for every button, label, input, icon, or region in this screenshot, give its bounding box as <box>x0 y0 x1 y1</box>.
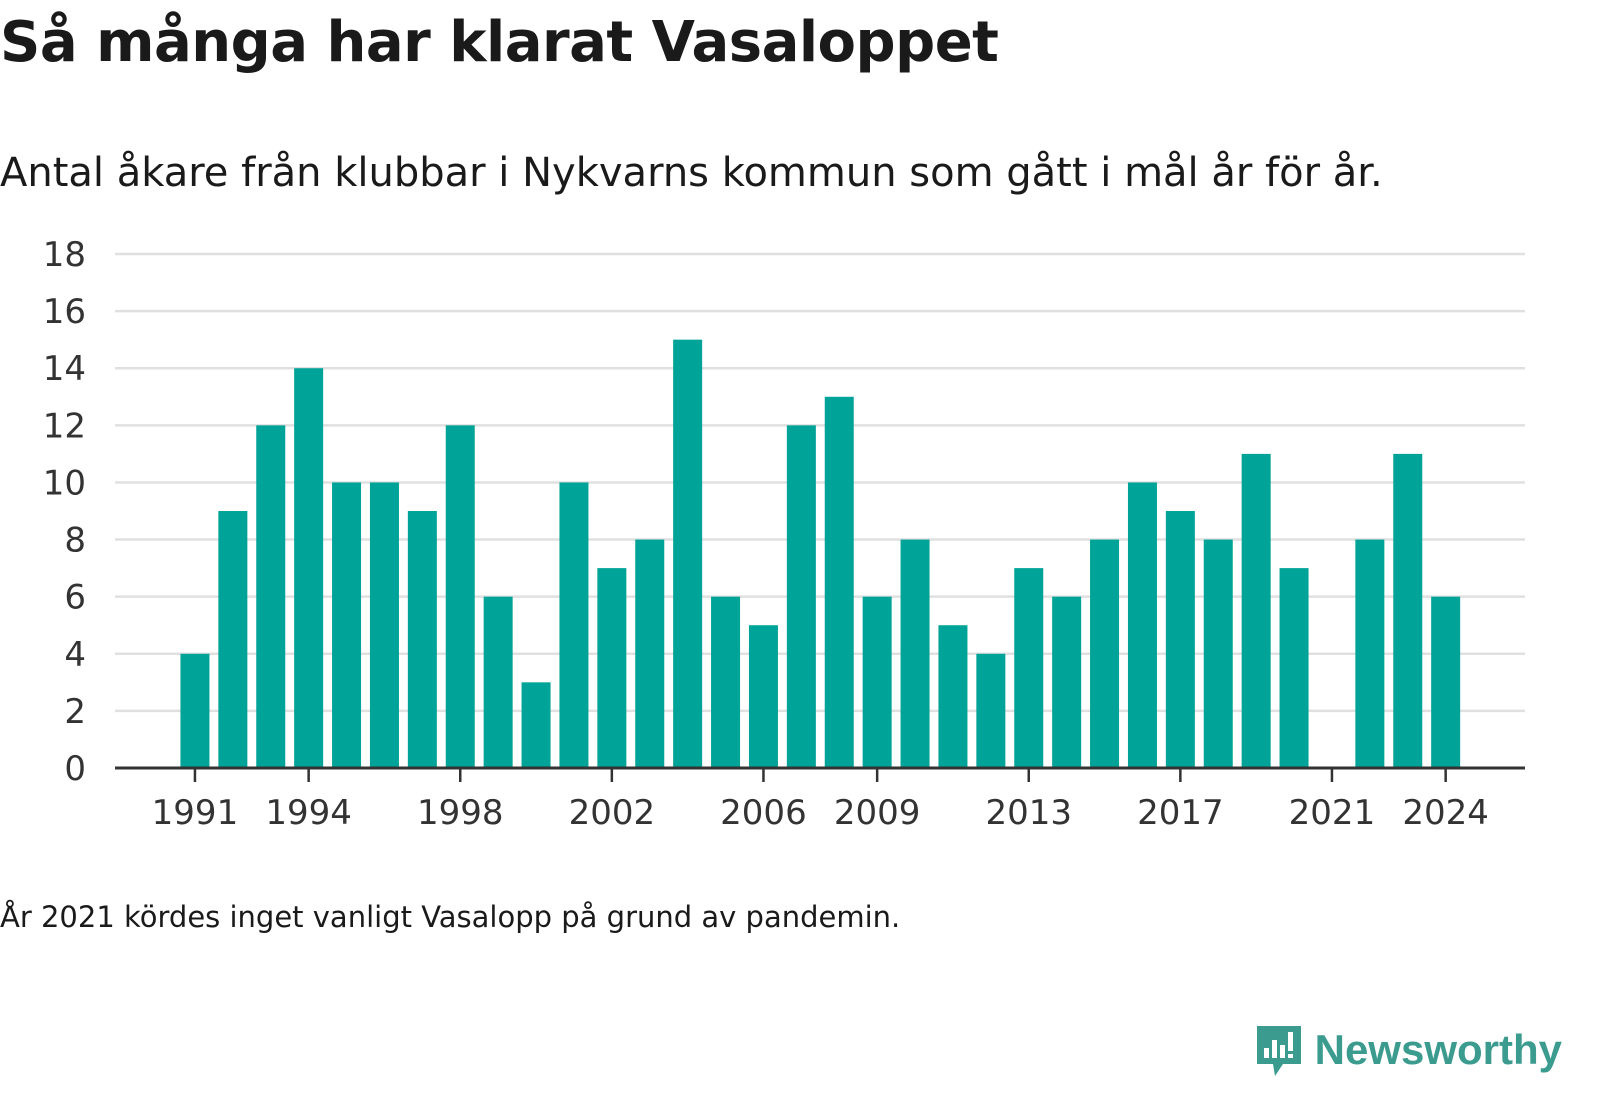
bar-2004 <box>673 339 703 768</box>
y-tick-label: 14 <box>43 349 86 389</box>
bar-2010 <box>900 539 930 768</box>
brand-name: Newsworthy <box>1314 1026 1562 1073</box>
bar-2007 <box>786 425 816 768</box>
bar-2000 <box>521 682 551 768</box>
chart-subtitle: Antal åkare från klubbar i Nykvarns komm… <box>0 150 1383 196</box>
bar-chart: 0 2 4 6 8 10 12 14 16 18 1991 1994 1998 2002 2006 2009… <box>43 235 1525 833</box>
bar-2019 <box>1241 453 1271 768</box>
bar-1995 <box>332 482 362 768</box>
bar-2012 <box>976 653 1006 768</box>
bar-1991 <box>180 653 210 768</box>
x-tick-label: 1991 <box>152 793 239 833</box>
x-tick-label: 2006 <box>720 793 807 833</box>
bar-2015 <box>1090 539 1120 768</box>
bar-2006 <box>748 625 778 768</box>
x-tick-label: 1994 <box>265 793 352 833</box>
bar-1997 <box>407 511 437 768</box>
x-tick-label: 2017 <box>1137 793 1224 833</box>
y-tick-label: 0 <box>64 749 86 789</box>
newsworthy-logo-icon <box>1256 1026 1301 1076</box>
brand-logo: Newsworthy <box>1253 1020 1562 1080</box>
y-tick-label: 6 <box>64 578 86 618</box>
bar-2011 <box>938 625 968 768</box>
bars <box>180 339 1461 768</box>
y-tick-label: 16 <box>43 292 86 332</box>
x-tick-label: 2009 <box>834 793 921 833</box>
bar-1992 <box>218 511 248 768</box>
bar-1996 <box>369 482 399 768</box>
bar-2018 <box>1203 539 1233 768</box>
y-tick-label: 2 <box>64 692 86 732</box>
bar-2020 <box>1279 568 1309 768</box>
y-tick-label: 4 <box>64 635 86 675</box>
bar-2024 <box>1431 596 1461 768</box>
gridlines <box>115 252 1525 713</box>
x-tick-label: 2024 <box>1402 793 1489 833</box>
bar-2008 <box>824 396 854 768</box>
bar-2009 <box>862 596 892 768</box>
bar-2001 <box>559 482 589 768</box>
y-axis-ticks: 0 2 4 6 8 10 12 14 16 18 <box>43 235 86 789</box>
bar-2017 <box>1165 511 1195 768</box>
x-tick-label: 2013 <box>985 793 1072 833</box>
y-tick-label: 10 <box>43 463 86 503</box>
bar-2002 <box>597 568 627 768</box>
bar-2014 <box>1052 596 1082 768</box>
chart-title: Så många har klarat Vasaloppet <box>0 10 999 75</box>
x-tick-label: 2002 <box>569 793 656 833</box>
x-axis-ticks: 1991 1994 1998 2002 2006 2009 2013 2017 2021 2024 <box>152 768 1489 833</box>
footnote: År 2021 kördes inget vanligt Vasalopp på… <box>0 900 901 934</box>
bar-1998 <box>445 425 475 768</box>
bar-2023 <box>1393 453 1423 768</box>
bar-2022 <box>1355 539 1385 768</box>
bar-2003 <box>635 539 665 768</box>
bar-1999 <box>483 596 513 768</box>
bar-1993 <box>256 425 286 768</box>
bar-2005 <box>711 596 741 768</box>
y-tick-label: 12 <box>43 406 86 446</box>
y-tick-label: 18 <box>43 235 86 275</box>
x-tick-label: 1998 <box>417 793 504 833</box>
bar-2013 <box>1014 568 1044 768</box>
bar-1994 <box>294 368 324 768</box>
bar-2016 <box>1127 482 1157 768</box>
x-tick-label: 2021 <box>1289 793 1376 833</box>
y-tick-label: 8 <box>64 521 86 561</box>
